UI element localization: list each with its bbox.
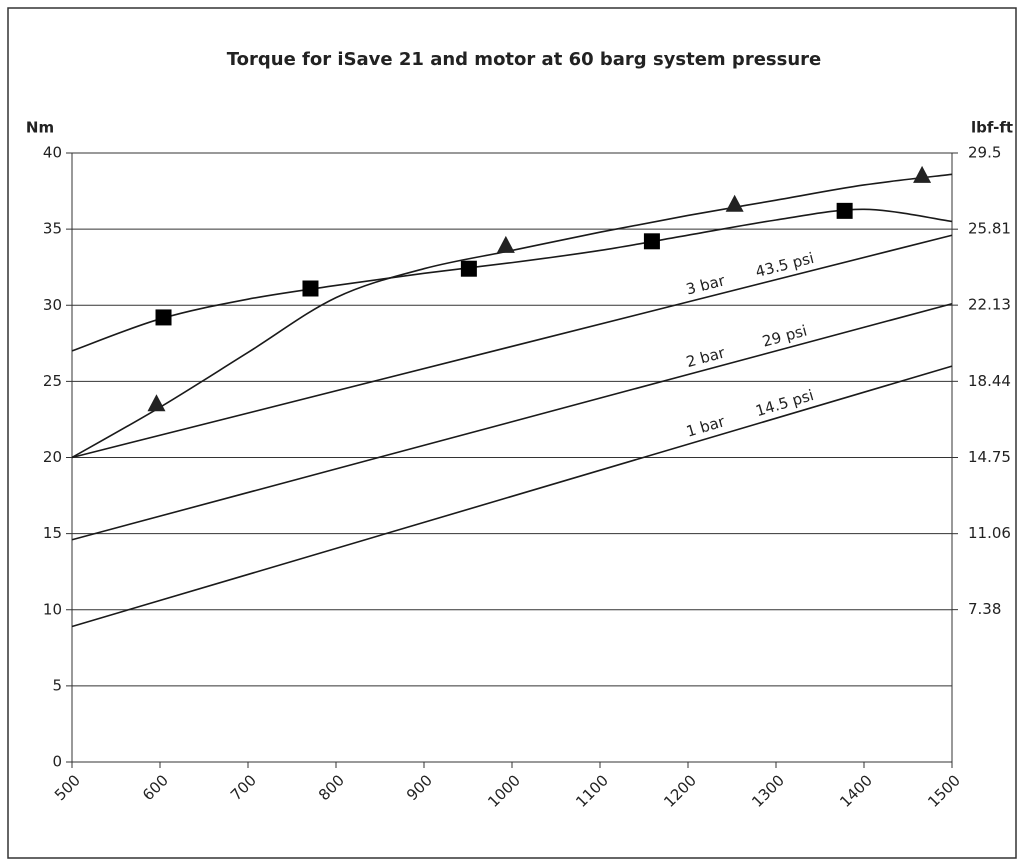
triangle-marker	[496, 235, 515, 253]
square-marker	[643, 233, 660, 250]
y-tick-label: 35	[43, 220, 62, 238]
series-line	[71, 208, 953, 352]
square-marker	[155, 309, 172, 326]
x-tick-label: 700	[227, 771, 260, 804]
y2-tick-label: 18.44	[968, 372, 1011, 390]
series-line	[71, 302, 953, 541]
x-tick-label: 1500	[924, 771, 964, 811]
chart-title: Torque for iSave 21 and motor at 60 barg…	[227, 49, 821, 70]
x-tick-label: 600	[139, 771, 172, 804]
y-tick-label: 20	[43, 448, 62, 466]
x-tick-label: 1000	[484, 771, 524, 811]
y2-tick-label: 14.75	[968, 448, 1011, 466]
square-marker	[460, 260, 477, 277]
square-marker	[836, 202, 853, 219]
frame	[7, 7, 1017, 859]
x-tick-label: 1100	[572, 771, 612, 811]
line-label: 43.5 psi	[754, 249, 816, 281]
y-tick-label: 0	[52, 753, 62, 771]
y2-tick-label: 25.81	[968, 220, 1011, 238]
y-tick-label: 40	[43, 144, 62, 162]
y2-tick-label: 22.13	[968, 296, 1011, 314]
x-tick-label: 1400	[836, 771, 876, 811]
y-axis-label: Nm	[26, 119, 54, 137]
triangle-marker	[147, 394, 166, 412]
series-line	[71, 173, 953, 459]
y2-tick-label: 7.38	[968, 600, 1001, 618]
y2-tick-label: 11.06	[968, 524, 1011, 542]
line-label: 1 bar	[684, 412, 727, 441]
x-tick-label: 1200	[660, 771, 700, 811]
y2-axis-label: lbf-ft	[971, 119, 1013, 137]
y-tick-label: 5	[52, 676, 62, 694]
y2-tick-label: 29.5	[968, 144, 1001, 162]
x-tick-label: 800	[315, 771, 348, 804]
triangle-marker	[725, 194, 744, 212]
x-tick-label: 500	[51, 771, 84, 804]
y-tick-label: 15	[43, 524, 62, 542]
line-label: 29 psi	[760, 322, 808, 351]
line-label: 3 bar	[684, 271, 727, 298]
series-line	[71, 234, 953, 459]
x-tick-label: 1300	[748, 771, 788, 811]
y-tick-label: 10	[43, 600, 62, 618]
y-tick-label: 25	[43, 372, 62, 390]
line-label: 2 bar	[684, 343, 727, 371]
triangle-marker	[913, 165, 932, 183]
series-line	[71, 365, 953, 628]
square-marker	[302, 280, 319, 297]
x-tick-label: 900	[403, 771, 436, 804]
y-tick-label: 30	[43, 296, 62, 314]
